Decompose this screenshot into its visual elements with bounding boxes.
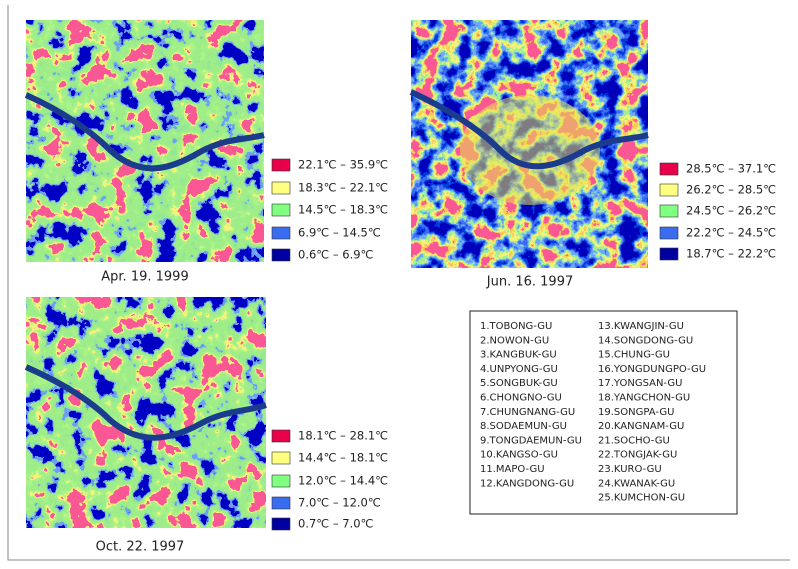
- legend-label: 24.5℃ – 26.2℃: [686, 204, 776, 218]
- district-item: 21.SOCHO-GU: [598, 435, 670, 446]
- district-item: 24.KWANAK-GU: [598, 478, 675, 489]
- map-caption: Apr. 19. 1999: [101, 270, 188, 285]
- district-item: 10.KANGSO-GU: [480, 450, 558, 461]
- legend-label: 18.7℃ – 22.2℃: [686, 247, 776, 261]
- legend-label: 26.2℃ – 28.5℃: [686, 183, 776, 197]
- legend-swatch: [272, 182, 290, 194]
- legend-label: 14.5℃ – 18.3℃: [298, 203, 388, 217]
- legend-swatch: [272, 430, 290, 442]
- legend-label: 18.3℃ – 22.1℃: [298, 181, 388, 195]
- district-item: 15.CHUNG-GU: [598, 350, 670, 361]
- district-item: 8.SODAEMUN-GU: [480, 421, 567, 432]
- district-item: 17.YONGSAN-GU: [598, 378, 682, 389]
- legend-label: 14.4℃ – 18.1℃: [298, 451, 388, 465]
- district-item: 25.KUMCHON-GU: [598, 493, 685, 504]
- district-item: 12.KANGDONG-GU: [480, 478, 574, 489]
- figure: 22.1℃ – 35.9℃ 18.3℃ – 22.1℃ 14.5℃ – 18.3℃ 6…: [0, 0, 798, 565]
- district-item: 7.CHUNGNANG-GU: [480, 407, 575, 418]
- district-item: 19.SONGPA-GU: [598, 407, 674, 418]
- legend-label: 28.5℃ – 37.1℃: [686, 162, 776, 176]
- legend-label: 22.2℃ – 24.5℃: [686, 226, 776, 240]
- legend-swatch: [660, 205, 678, 217]
- legend-swatch: [272, 249, 290, 261]
- district-item: 5.SONGBUK-GU: [480, 378, 558, 389]
- legend-swatch: [660, 227, 678, 239]
- legend-label: 22.1℃ – 35.9℃: [298, 158, 388, 172]
- district-item: 20.KANGNAM-GU: [598, 421, 684, 432]
- legend-swatch: [660, 248, 678, 260]
- legend-swatch: [660, 184, 678, 196]
- district-item: 2.NOWON-GU: [480, 335, 549, 346]
- map-jun: [411, 20, 648, 268]
- urban-area: [460, 95, 600, 205]
- legend-swatch: [272, 204, 290, 216]
- map-caption: Oct. 22. 1997: [96, 540, 185, 555]
- legend-swatch: [272, 518, 290, 530]
- legend-swatch: [660, 163, 678, 175]
- district-item: 13.KWANGJIN-GU: [598, 321, 684, 332]
- legend-swatch: [272, 452, 290, 464]
- legend-label: 18.1℃ – 28.1℃: [298, 429, 388, 443]
- district-item: 16.YONGDUNGPO-GU: [598, 364, 706, 375]
- map-apr: [26, 20, 264, 262]
- district-item: 11.MAPO-GU: [480, 464, 545, 475]
- map-oct: [26, 297, 266, 528]
- legend-swatch: [272, 475, 290, 487]
- legend-label: 12.0℃ – 14.4℃: [298, 474, 388, 488]
- legend-label: 7.0℃ – 12.0℃: [298, 496, 381, 510]
- legend-label: 0.6℃ – 6.9℃: [298, 248, 374, 262]
- map-caption: Jun. 16. 1997: [486, 275, 573, 290]
- district-item: 23.KURO-GU: [598, 464, 662, 475]
- district-item: 1.TOBONG-GU: [480, 321, 552, 332]
- district-item: 14.SONGDONG-GU: [598, 335, 693, 346]
- district-item: 22.TONGJAK-GU: [598, 450, 677, 461]
- district-item: 9.TONGDAEMUN-GU: [480, 435, 582, 446]
- legend-swatch: [272, 227, 290, 239]
- legend-swatch: [272, 497, 290, 509]
- legend-label: 0.7℃ – 7.0℃: [298, 517, 374, 531]
- legend-label: 6.9℃ – 14.5℃: [298, 226, 381, 240]
- district-item: 4.UNPYONG-GU: [480, 364, 558, 375]
- district-item: 6.CHONGNO-GU: [480, 393, 562, 404]
- district-item: 18.YANGCHON-GU: [598, 393, 690, 404]
- district-item: 3.KANGBUK-GU: [480, 350, 557, 361]
- legend-swatch: [272, 159, 290, 171]
